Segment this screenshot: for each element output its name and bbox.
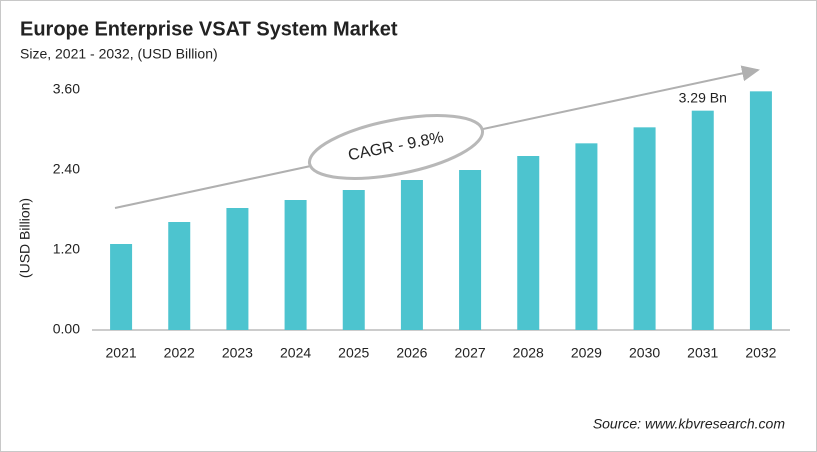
bar [110,244,133,330]
bar [517,156,540,330]
bar [459,170,482,330]
x-tick-label: 2032 [745,345,776,361]
bar [633,127,656,330]
y-tick-label: 0.00 [53,321,80,337]
y-tick-label: 3.60 [53,81,80,97]
cagr-ellipse [307,114,485,180]
bar [226,208,249,330]
x-tick-label: 2024 [280,345,311,361]
bar [691,110,714,331]
bar [168,222,191,330]
y-tick-label: 1.20 [53,241,80,257]
x-tick-label: 2031 [687,345,718,361]
bar [575,143,598,330]
x-tick-label: 2022 [164,345,195,361]
x-tick-label: 2029 [571,345,602,361]
y-axis-title: (USD Billion) [17,198,33,278]
bar [400,180,423,330]
bar [342,190,365,330]
x-tick-label: 2027 [455,345,486,361]
bar [284,200,307,330]
x-tick-label: 2026 [396,345,427,361]
bar [749,91,772,330]
source: Source: www.kbvresearch.com [593,416,786,432]
x-tick-label: 2028 [513,345,544,361]
x-tick-label: 2030 [629,345,660,361]
value-label: 3.29 Bn [679,89,727,105]
x-tick-label: 2023 [222,345,253,361]
y-tick-label: 2.40 [53,161,80,177]
x-tick-label: 2025 [338,345,369,361]
chart-subtitle: Size, 2021 - 2032, (USD Billion) [20,46,218,62]
chart-title: Europe Enterprise VSAT System Market [20,18,398,40]
x-tick-label: 2021 [106,345,137,361]
